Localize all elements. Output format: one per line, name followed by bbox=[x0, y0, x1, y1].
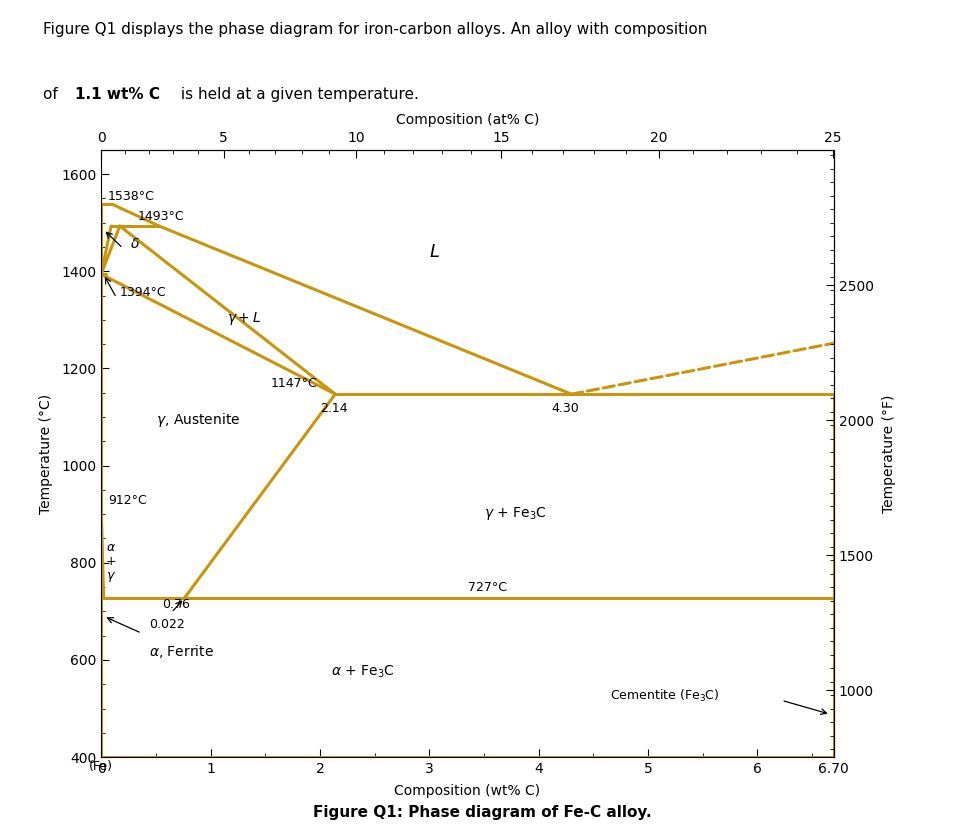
Text: 0.76: 0.76 bbox=[163, 598, 190, 611]
Text: 1.1 wt% C: 1.1 wt% C bbox=[75, 87, 160, 102]
Text: Figure Q1 displays the phase diagram for iron-carbon alloys. An alloy with compo: Figure Q1 displays the phase diagram for… bbox=[43, 22, 708, 37]
X-axis label: Composition (wt% C): Composition (wt% C) bbox=[394, 785, 541, 799]
Text: (Fe): (Fe) bbox=[90, 760, 113, 773]
Text: 727°C: 727°C bbox=[468, 581, 506, 594]
Text: $L$: $L$ bbox=[429, 243, 441, 260]
Text: 912°C: 912°C bbox=[108, 494, 147, 508]
Y-axis label: Temperature (°C): Temperature (°C) bbox=[39, 394, 53, 513]
Text: $\alpha$
+
$\gamma$: $\alpha$ + $\gamma$ bbox=[106, 542, 117, 584]
Text: Cementite (Fe$_3$C): Cementite (Fe$_3$C) bbox=[609, 688, 719, 705]
Text: $\gamma + L$: $\gamma + L$ bbox=[227, 310, 261, 327]
Text: of: of bbox=[43, 87, 63, 102]
Text: is held at a given temperature.: is held at a given temperature. bbox=[176, 87, 419, 102]
Text: 1394°C: 1394°C bbox=[120, 285, 167, 299]
Y-axis label: Temperature (°F): Temperature (°F) bbox=[882, 394, 897, 513]
Text: $\delta$: $\delta$ bbox=[129, 237, 140, 251]
Text: $\gamma$ + Fe$_3$C: $\gamma$ + Fe$_3$C bbox=[484, 504, 547, 522]
Text: 0.022: 0.022 bbox=[149, 618, 185, 631]
Text: $\alpha$, Ferrite: $\alpha$, Ferrite bbox=[149, 643, 214, 660]
Text: 1493°C: 1493°C bbox=[137, 210, 184, 223]
Text: $\gamma$, Austenite: $\gamma$, Austenite bbox=[156, 411, 240, 429]
Text: $\alpha$ + Fe$_3$C: $\alpha$ + Fe$_3$C bbox=[331, 663, 394, 680]
Text: 1538°C: 1538°C bbox=[108, 190, 154, 203]
Text: 2.14: 2.14 bbox=[320, 402, 348, 415]
Text: 1147°C: 1147°C bbox=[271, 377, 317, 390]
Text: Figure Q1: Phase diagram of Fe-C alloy.: Figure Q1: Phase diagram of Fe-C alloy. bbox=[312, 805, 652, 820]
Text: 4.30: 4.30 bbox=[551, 402, 579, 415]
X-axis label: Composition (at% C): Composition (at% C) bbox=[396, 113, 539, 127]
